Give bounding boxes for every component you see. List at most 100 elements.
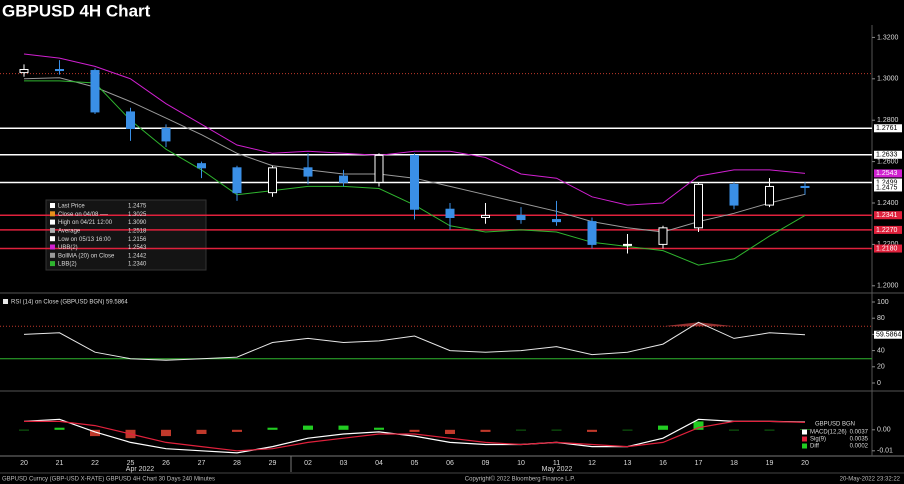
candle-body bbox=[445, 208, 455, 218]
rsi-zone-fill bbox=[698, 322, 734, 327]
y-tick-label: 1.2600 bbox=[877, 158, 899, 165]
month-label: Apr 2022 bbox=[126, 466, 155, 473]
x-tick-label: 21 bbox=[56, 460, 64, 467]
legend-value: 1.3090 bbox=[128, 220, 147, 226]
x-tick-label: 13 bbox=[624, 460, 632, 467]
x-tick-label: 26 bbox=[162, 460, 170, 467]
histogram-bar bbox=[338, 425, 349, 430]
candle-body bbox=[552, 219, 561, 223]
candle-body bbox=[126, 111, 135, 129]
rsi-end-label: 59.5864 bbox=[876, 332, 901, 339]
candle-body bbox=[19, 69, 29, 74]
footer-center: Copyright© 2022 Bloomberg Finance L.P. bbox=[465, 476, 576, 483]
candle-body bbox=[694, 183, 703, 229]
histogram-bar bbox=[764, 429, 775, 431]
legend-value: 0.0035 bbox=[850, 437, 869, 443]
legend-value: 0.0037 bbox=[850, 430, 869, 436]
histogram-bar bbox=[445, 429, 455, 434]
legend-value: 0.0002 bbox=[850, 444, 869, 450]
level-flag bbox=[874, 124, 902, 133]
footer-right: 20-May-2022 23:32:22 bbox=[840, 477, 901, 483]
legend-text: Diff bbox=[810, 444, 819, 450]
legend-swatch bbox=[50, 252, 55, 258]
legend-text: Sig(9) bbox=[810, 437, 826, 443]
x-tick-label: 25 bbox=[127, 460, 135, 467]
histogram-bar bbox=[480, 429, 491, 432]
y-tick-label: 80 bbox=[877, 315, 885, 322]
legend-text: Close on 04/08 ---- bbox=[58, 212, 108, 218]
y-tick-label: 40 bbox=[877, 347, 885, 354]
histogram-bar bbox=[196, 429, 207, 434]
y-tick-label: -0.01 bbox=[877, 448, 893, 455]
legend-value: 1.2475 bbox=[128, 204, 147, 210]
x-tick-label: 28 bbox=[233, 460, 241, 467]
candle-body bbox=[765, 185, 774, 206]
candle-body bbox=[658, 227, 668, 245]
x-tick-label: 02 bbox=[304, 460, 312, 467]
x-tick-label: 18 bbox=[730, 460, 738, 467]
candle-body bbox=[729, 183, 739, 206]
level-label: 1.2180 bbox=[876, 245, 898, 252]
band-line bbox=[23, 53, 806, 206]
y-tick-label: 1.2400 bbox=[877, 200, 899, 207]
legend-text: Average bbox=[58, 228, 81, 234]
histogram-bar bbox=[729, 429, 739, 431]
legend-text: UBB(2) bbox=[58, 245, 78, 251]
legend-box bbox=[45, 199, 207, 271]
legend-value: 1.2442 bbox=[128, 253, 147, 259]
x-tick-label: 09 bbox=[482, 460, 490, 467]
x-tick-label: 04 bbox=[375, 460, 383, 467]
legend-text: Last Price bbox=[58, 204, 85, 210]
level-flag bbox=[874, 150, 902, 159]
macd-line bbox=[24, 420, 806, 452]
level-label: 1.2499 bbox=[876, 179, 898, 186]
histogram-bar bbox=[516, 429, 526, 431]
x-tick-label: 22 bbox=[91, 460, 99, 467]
legend-text: MACD(12,26) bbox=[810, 430, 847, 436]
histogram-bar bbox=[54, 427, 65, 430]
y-tick-label: 20 bbox=[877, 364, 885, 371]
chart-title: GBPUSD 4H Chart bbox=[2, 1, 151, 20]
legend-swatch bbox=[50, 211, 55, 217]
candle-body bbox=[587, 221, 597, 245]
x-tick-label: 12 bbox=[588, 460, 596, 467]
legend-value: 1.3025 bbox=[128, 212, 147, 218]
x-tick-label: 06 bbox=[446, 460, 454, 467]
candle-body bbox=[800, 185, 810, 188]
histogram-bar bbox=[374, 427, 384, 430]
histogram-bar bbox=[587, 429, 597, 432]
candle-body bbox=[623, 243, 632, 246]
macd-line bbox=[23, 418, 806, 454]
legend-swatch bbox=[50, 261, 55, 267]
candle-body bbox=[481, 214, 490, 218]
candle-body bbox=[90, 70, 100, 113]
level-label: 1.2270 bbox=[876, 227, 898, 234]
panel-title: GBPUSD BGN bbox=[815, 422, 855, 428]
panel-title-swatch bbox=[3, 299, 8, 304]
legend-swatch bbox=[802, 443, 807, 449]
legend-value: 1.2543 bbox=[128, 245, 147, 251]
x-tick-label: 05 bbox=[411, 460, 419, 467]
histogram-bar bbox=[693, 421, 704, 430]
legend-swatch bbox=[50, 244, 55, 250]
x-tick-label: 10 bbox=[517, 460, 525, 467]
x-tick-label: 11 bbox=[553, 460, 560, 467]
histogram-bar bbox=[551, 429, 562, 431]
x-tick-label: 20 bbox=[20, 460, 28, 467]
y-tick-label: 1.2000 bbox=[877, 283, 899, 290]
candle-body bbox=[268, 167, 277, 194]
level-flag bbox=[874, 244, 902, 253]
legend-swatch bbox=[50, 227, 55, 233]
footer-left: GBPUSD Curncy (GBP-USD X-RATE) GBPUSD 4H… bbox=[2, 477, 215, 483]
legend-text: Low on 05/13 16:00 bbox=[58, 237, 111, 243]
last-price-label: 1.2475 bbox=[876, 184, 898, 191]
candle-body bbox=[161, 127, 171, 142]
legend-value: 1.2518 bbox=[128, 228, 147, 234]
histogram-bar bbox=[622, 429, 633, 431]
level-flag bbox=[874, 225, 902, 234]
x-tick-label: 17 bbox=[695, 460, 703, 467]
legend-swatch bbox=[50, 219, 55, 225]
histogram-bar bbox=[90, 429, 100, 437]
legend-value: 1.2340 bbox=[128, 262, 147, 268]
